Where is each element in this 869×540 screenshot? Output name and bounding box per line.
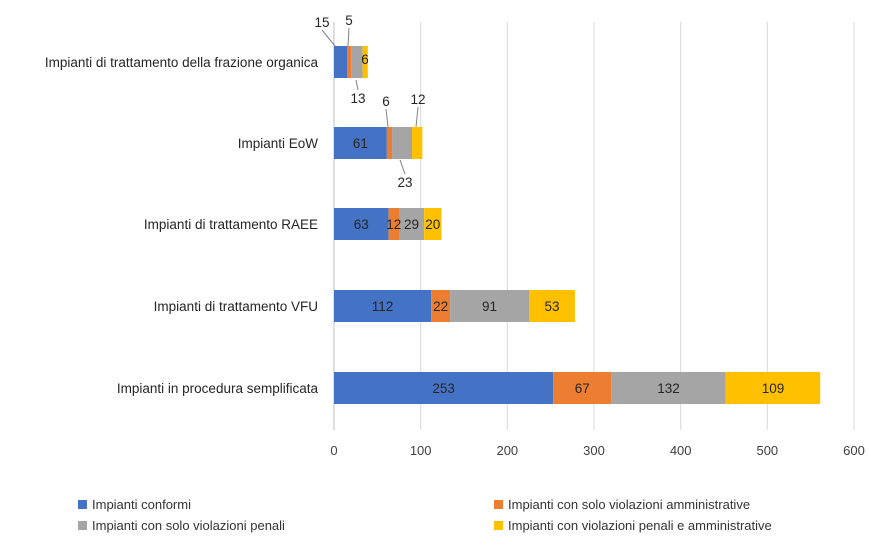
category-label: Impianti EoW bbox=[238, 136, 319, 151]
data-label: 6 bbox=[382, 94, 390, 109]
data-label: 109 bbox=[762, 381, 785, 396]
data-label: 15 bbox=[314, 15, 329, 30]
legend-swatch-violazioni-amministrative bbox=[494, 500, 503, 509]
category-label: Impianti di trattamento RAEE bbox=[144, 217, 318, 232]
label-leader-line bbox=[385, 108, 389, 128]
legend-swatch-conformi bbox=[78, 500, 87, 509]
data-label: 12 bbox=[410, 92, 425, 107]
data-label: 23 bbox=[397, 175, 412, 190]
legend-item-conformi: Impianti conformi bbox=[78, 497, 191, 512]
legend-item-violazioni-penali: Impianti con solo violazioni penali bbox=[78, 518, 285, 533]
x-tick-label: 0 bbox=[330, 443, 337, 458]
bar-conformi bbox=[334, 290, 432, 322]
bar-penali-amministrative bbox=[725, 372, 821, 404]
bar-penali-amministrative bbox=[529, 290, 575, 322]
bar-penali-amministrative bbox=[424, 208, 442, 240]
category-label: Impianti in procedura semplificata bbox=[117, 381, 319, 396]
data-label: 13 bbox=[350, 91, 365, 106]
data-label: 61 bbox=[353, 136, 368, 151]
bar-amministrative bbox=[386, 127, 393, 159]
data-label: 112 bbox=[372, 299, 394, 314]
category-label: Impianti di trattamento VFU bbox=[154, 299, 318, 314]
bar-penali bbox=[450, 290, 529, 322]
bar-penali bbox=[392, 127, 412, 159]
data-label: 63 bbox=[354, 217, 369, 232]
bar-penali bbox=[611, 372, 726, 404]
label-leader-line bbox=[321, 29, 336, 47]
data-label: 5 bbox=[345, 13, 353, 28]
legend-label: Impianti con solo violazioni penali bbox=[92, 518, 285, 533]
x-tick-label: 300 bbox=[583, 443, 605, 458]
bar-conformi bbox=[334, 127, 387, 159]
bar-conformi bbox=[334, 46, 347, 78]
bar-conformi bbox=[334, 208, 389, 240]
data-label: 29 bbox=[404, 217, 419, 232]
bar-amministrative bbox=[553, 372, 612, 404]
legend-item-violazioni-penali-amministrative: Impianti con violazioni penali e amminis… bbox=[494, 518, 772, 533]
x-tick-label: 200 bbox=[496, 443, 518, 458]
legend: Impianti conformi Impianti con solo viol… bbox=[78, 493, 858, 537]
x-tick-label: 500 bbox=[756, 443, 778, 458]
data-label: 12 bbox=[386, 217, 401, 232]
x-tick-label: 600 bbox=[843, 443, 865, 458]
data-label: 22 bbox=[433, 299, 448, 314]
legend-label: Impianti conformi bbox=[92, 497, 191, 512]
bar-conformi bbox=[334, 372, 554, 404]
label-leader-line bbox=[415, 106, 419, 128]
x-tick-label: 100 bbox=[410, 443, 432, 458]
label-leader-line bbox=[355, 79, 359, 91]
label-leader-line bbox=[399, 159, 406, 175]
legend-item-violazioni-amministrative: Impianti con solo violazioni amministrat… bbox=[494, 497, 750, 512]
data-label: 253 bbox=[432, 381, 455, 396]
data-label: 53 bbox=[544, 299, 559, 314]
data-label: 20 bbox=[425, 217, 440, 232]
bar-penali-amministrative bbox=[362, 46, 368, 78]
gridlines bbox=[333, 22, 855, 430]
data-label: 132 bbox=[657, 381, 680, 396]
category-labels: Impianti di trattamento della frazione o… bbox=[45, 55, 319, 396]
bar-penali-amministrative bbox=[412, 127, 423, 159]
legend-label: Impianti con solo violazioni amministrat… bbox=[508, 497, 751, 512]
x-axis-ticks: 0 100 200 300 400 500 600 bbox=[330, 443, 864, 458]
bar-penali bbox=[399, 208, 425, 240]
legend-label: Impianti con violazioni penali e amminis… bbox=[508, 518, 772, 533]
data-label: 91 bbox=[482, 299, 497, 314]
bar-amministrative bbox=[347, 46, 352, 78]
category-label: Impianti di trattamento della frazione o… bbox=[45, 55, 319, 70]
legend-swatch-violazioni-penali bbox=[78, 521, 87, 530]
bars bbox=[334, 46, 821, 404]
bar-amministrative bbox=[388, 208, 399, 240]
legend-swatch-violazioni-penali-amministrative bbox=[494, 521, 503, 530]
x-tick-label: 400 bbox=[670, 443, 692, 458]
data-label: 6 bbox=[361, 52, 369, 67]
bar-penali bbox=[351, 46, 363, 78]
bar-amministrative bbox=[431, 290, 451, 322]
data-label: 67 bbox=[575, 381, 590, 396]
label-leader-line bbox=[347, 27, 350, 47]
